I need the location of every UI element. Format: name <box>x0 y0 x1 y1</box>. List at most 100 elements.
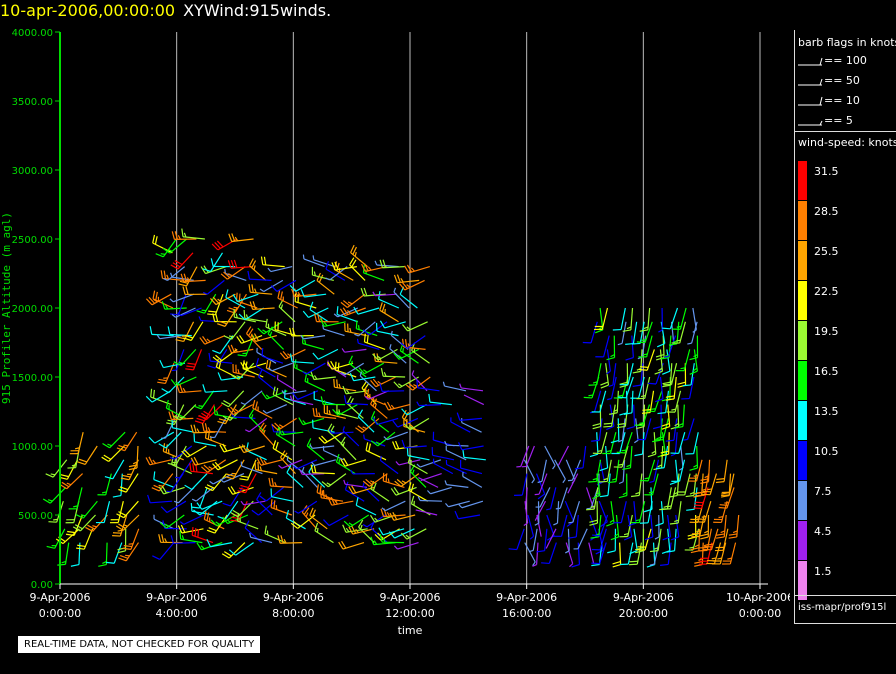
barb-tick <box>553 522 558 526</box>
barb-staff <box>376 417 399 426</box>
x-tick-date: 9-Apr-2006 <box>379 591 440 604</box>
barb-staff <box>204 430 227 433</box>
barb-staff <box>536 514 542 537</box>
barb-staff <box>631 390 634 413</box>
barb-staff <box>682 404 685 427</box>
barb-tick <box>216 410 219 416</box>
wind-barb <box>183 321 204 342</box>
barb-tick <box>657 464 662 468</box>
barb-staff <box>243 445 265 454</box>
barb-tick <box>632 384 641 387</box>
barb-tick <box>673 491 678 495</box>
barb-tick <box>635 491 640 495</box>
barb-staff <box>119 514 128 537</box>
barb-tick <box>694 563 703 567</box>
wind-barb <box>557 445 570 466</box>
barb-tick <box>259 288 265 292</box>
barb-tick <box>153 298 158 303</box>
barb-tick <box>166 490 171 493</box>
barb-staff <box>345 402 368 406</box>
barb-tick <box>689 370 698 375</box>
wind-barb <box>161 301 187 310</box>
barb-tick <box>227 416 233 419</box>
barb-tick <box>393 274 398 283</box>
barb-tick <box>610 536 619 541</box>
barb-tick <box>228 335 234 338</box>
wind-barb <box>272 440 293 461</box>
barb-tick <box>338 383 341 389</box>
wind-barb <box>591 390 607 413</box>
barb-tick <box>720 494 730 498</box>
wind-barb <box>311 266 334 281</box>
barb-staff <box>703 501 712 523</box>
wind-barb <box>118 542 139 562</box>
barb-staff <box>214 293 224 316</box>
barb-staff <box>272 447 293 461</box>
barb-tick <box>313 271 316 276</box>
wind-barb <box>528 528 538 553</box>
wind-barb <box>612 307 626 331</box>
barb-staff <box>670 487 677 509</box>
wind-barb <box>76 528 94 550</box>
barb-flag-label: == 5 <box>824 114 853 127</box>
wind-barb <box>202 252 224 272</box>
barb-staff <box>538 473 548 495</box>
barb-staff <box>302 417 325 426</box>
barb-tick <box>395 440 400 449</box>
barb-staff <box>612 363 617 386</box>
barb-staff <box>164 307 187 310</box>
barb-staff <box>679 321 686 344</box>
wind-barb <box>118 473 139 493</box>
wind-barb <box>636 376 651 400</box>
wind-barb <box>687 514 697 540</box>
wind-barb <box>171 307 196 318</box>
barb-tick <box>65 533 75 537</box>
barb-tick <box>603 422 613 425</box>
barb-staff <box>281 459 303 469</box>
barb-tick <box>595 549 604 555</box>
barb-tick <box>117 529 123 532</box>
barb-staff <box>564 500 575 522</box>
barb-tick <box>234 408 239 413</box>
barb-tick <box>323 400 327 405</box>
barb-staff <box>349 264 366 281</box>
barb-staff <box>77 432 84 454</box>
barb-tick <box>401 281 408 290</box>
barb-tick <box>160 506 168 513</box>
barb-tick <box>635 519 641 522</box>
barb-tick <box>326 482 332 486</box>
barb-staff <box>693 473 697 496</box>
barb-staff <box>233 371 255 378</box>
wind-barb <box>416 401 442 407</box>
barb-tick <box>217 420 226 425</box>
barb-tick <box>252 399 256 409</box>
barb-tick <box>613 409 618 413</box>
barb-staff <box>649 390 655 413</box>
barb-tick <box>325 261 329 270</box>
barb-tick <box>67 530 76 534</box>
wind-barb <box>622 307 634 332</box>
barb-staff <box>446 444 469 447</box>
wind-barb <box>322 446 344 461</box>
barb-tick <box>280 291 283 300</box>
wind-barb <box>328 429 354 434</box>
barb-tick <box>362 524 368 528</box>
barb-tick <box>340 301 348 309</box>
barb-staff <box>382 528 405 536</box>
barb-tick <box>193 456 199 465</box>
wind-barb <box>675 349 691 372</box>
barb-tick <box>207 427 211 432</box>
barb-staff <box>560 514 568 537</box>
y-tick-label: 4000.00 <box>12 28 53 39</box>
barb-tick <box>145 395 153 403</box>
barb-tick <box>277 535 281 544</box>
wind-barb <box>373 353 398 364</box>
barb-tick <box>327 361 333 370</box>
barb-tick <box>165 304 169 310</box>
barb-tick <box>190 457 196 466</box>
wind-barb <box>277 535 303 544</box>
barb-tick <box>171 231 175 240</box>
barb-tick <box>148 296 156 304</box>
barb-tick <box>277 290 281 299</box>
barb-staff <box>407 455 430 461</box>
